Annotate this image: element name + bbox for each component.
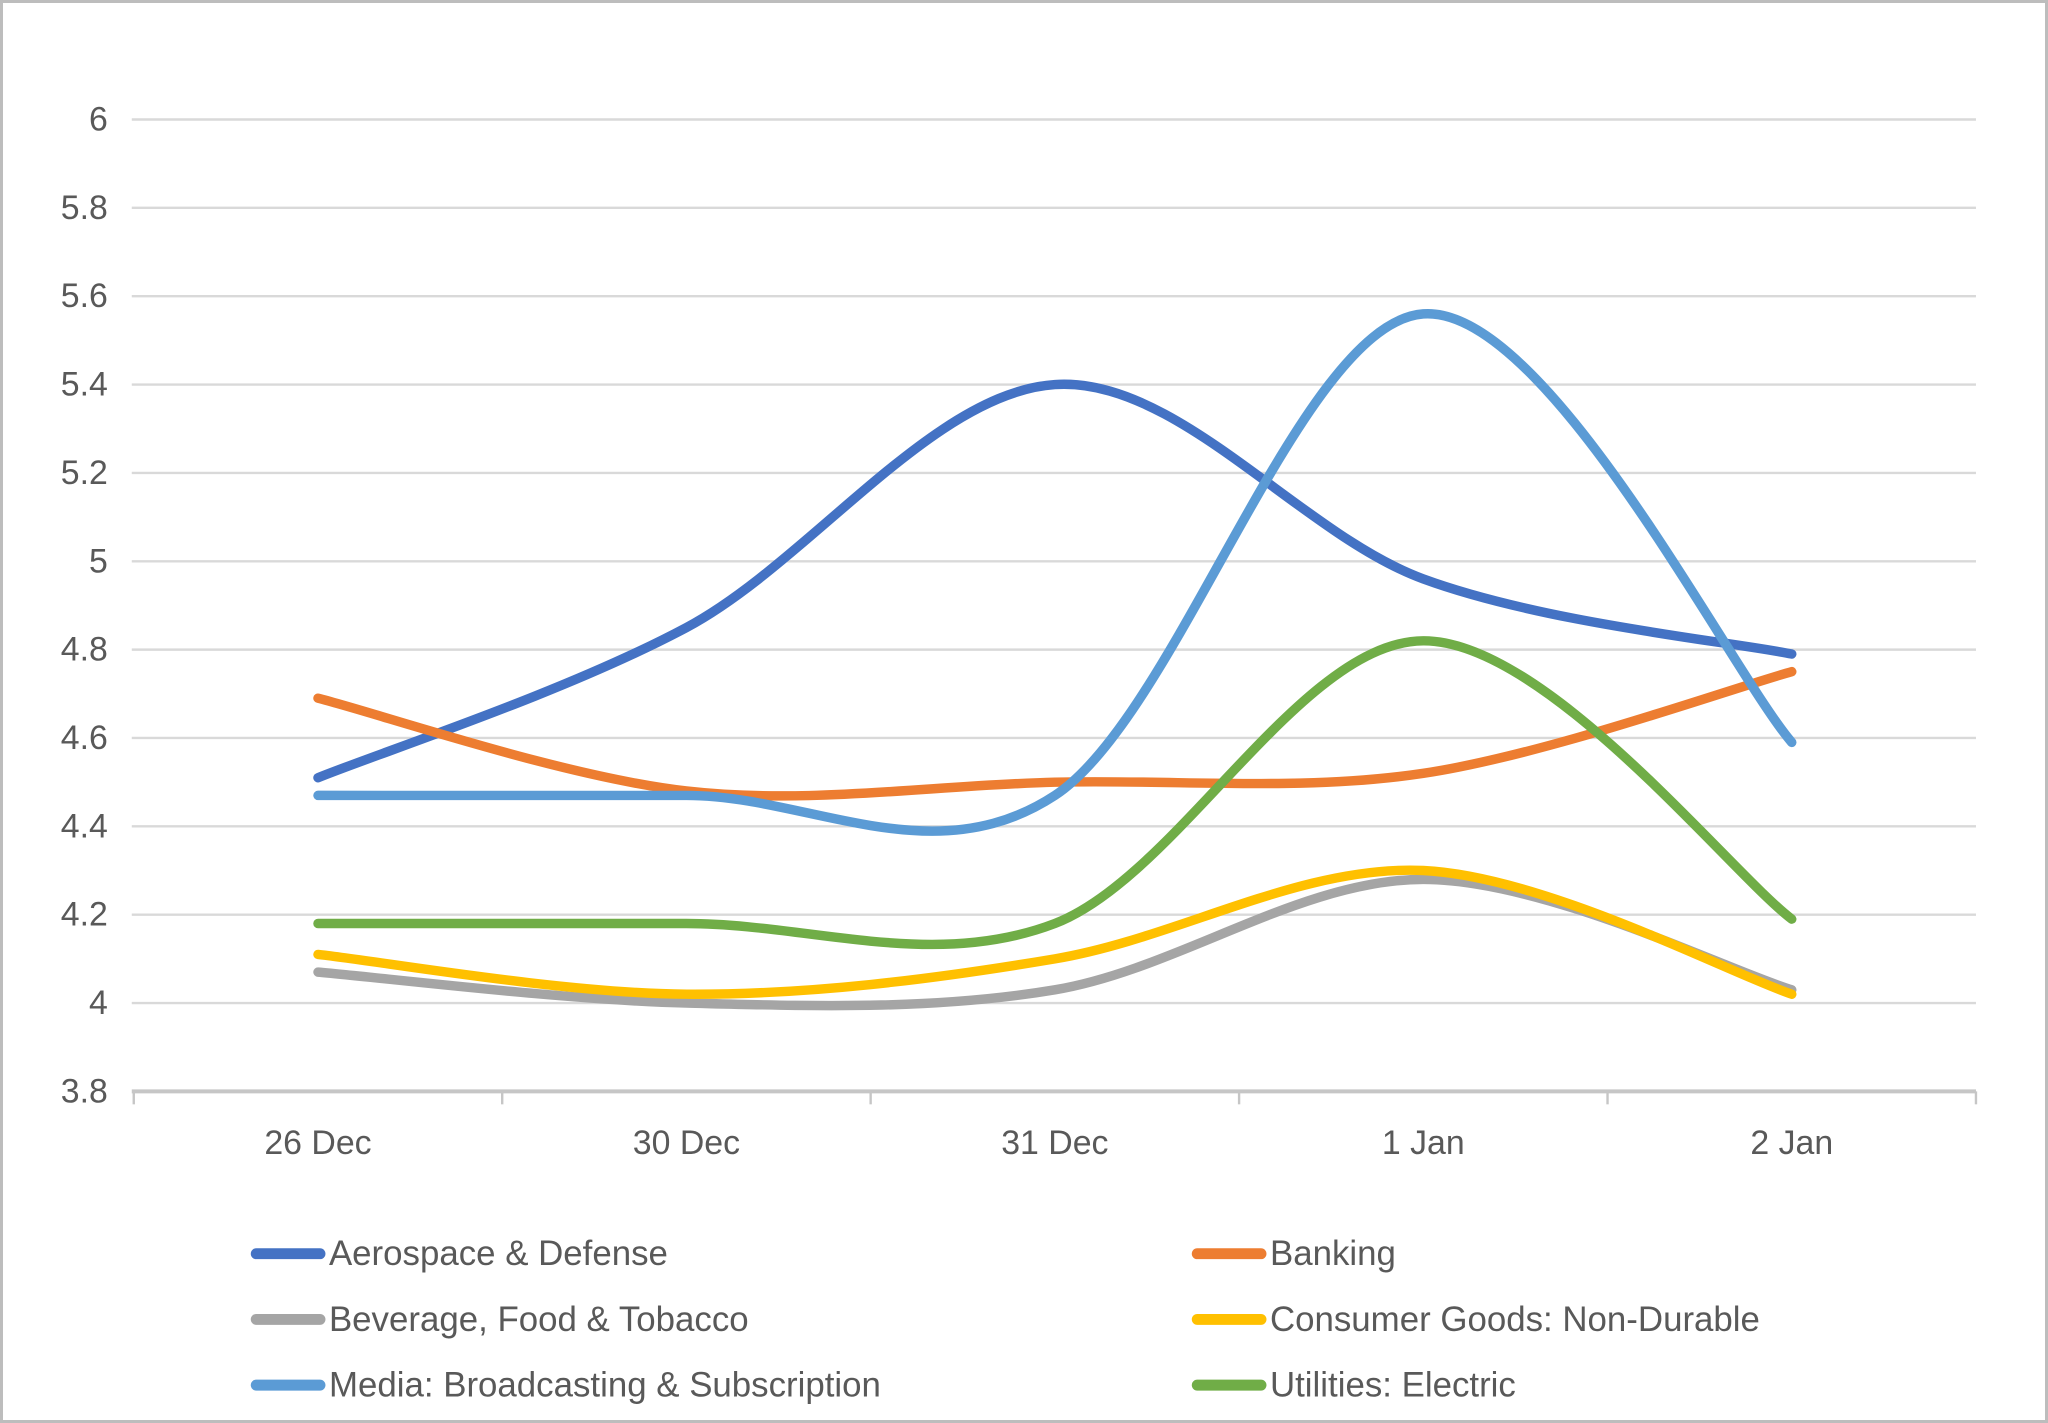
y-axis-label: 4.6 bbox=[61, 719, 108, 757]
x-axis-label: 31 Dec bbox=[1001, 1124, 1108, 1162]
y-axis-label: 5.4 bbox=[61, 366, 108, 404]
y-axis-label: 4 bbox=[89, 984, 108, 1022]
series-group bbox=[313, 309, 1797, 1011]
y-axis-label: 5.6 bbox=[61, 277, 108, 315]
y-axis-label: 5 bbox=[89, 542, 108, 580]
legend-label-aerospace-defense: Aerospace & Defense bbox=[329, 1234, 668, 1273]
x-axis-label: 2 Jan bbox=[1750, 1124, 1833, 1162]
series-line-media-broadcasting-subscription bbox=[313, 309, 1797, 836]
x-axis-label: 26 Dec bbox=[264, 1124, 371, 1162]
x-axis-label: 1 Jan bbox=[1382, 1124, 1465, 1162]
series-line-banking bbox=[313, 666, 1797, 801]
axes-group bbox=[132, 1091, 1978, 1105]
series-line-utilities-electric bbox=[313, 636, 1797, 950]
legend-label-utilities-electric: Utilities: Electric bbox=[1270, 1366, 1516, 1405]
y-axis-label: 5.2 bbox=[61, 454, 108, 492]
legend-label-banking: Banking bbox=[1270, 1234, 1396, 1273]
legend-label-beverage-food-tobacco: Beverage, Food & Tobacco bbox=[329, 1300, 749, 1339]
legend-label-media-broadcasting-subscription: Media: Broadcasting & Subscription bbox=[329, 1366, 881, 1405]
x-axis-label: 30 Dec bbox=[633, 1124, 740, 1162]
y-axis-label: 4.2 bbox=[61, 896, 108, 934]
y-axis-label: 4.8 bbox=[61, 631, 108, 669]
legend-label-consumer-goods-non-durable: Consumer Goods: Non-Durable bbox=[1270, 1300, 1760, 1339]
series-line-aerospace-defense bbox=[313, 379, 1797, 783]
y-axis-label: 5.8 bbox=[61, 189, 108, 227]
legend-group: Aerospace & Defense Banking Beverage, Food… bbox=[250, 1234, 1760, 1405]
series-line-consumer-goods-non-durable bbox=[313, 865, 1797, 999]
y-axis-label: 3.8 bbox=[61, 1072, 108, 1110]
axis-labels-group: 3.8 4 4.2 4.4 4.6 4.8 5 5.2 5.4 5.6 5.8 6 26 Dec 30 D… bbox=[61, 101, 1833, 1163]
y-axis-label: 4.4 bbox=[61, 807, 108, 845]
y-axis-label: 6 bbox=[89, 101, 108, 139]
line-chart: 3.8 4 4.2 4.4 4.6 4.8 5 5.2 5.4 5.6 5.8 6 26 Dec 30 D… bbox=[61, 101, 1978, 1405]
